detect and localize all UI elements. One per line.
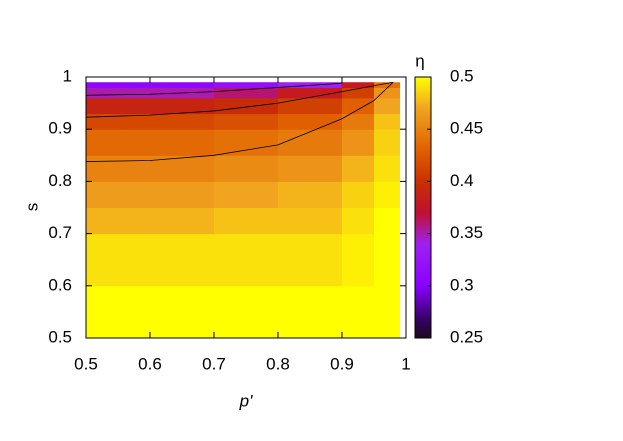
colorbar-tick-label: 0.25 [450,327,483,346]
heatmap-cell [342,129,375,156]
heatmap-cell [86,82,151,88]
heatmap [86,82,401,339]
heatmap-cell [214,97,279,115]
x-tick-label: 0.7 [202,354,226,373]
heatmap-cell [278,87,343,99]
y-tick-label: 0.8 [48,171,72,190]
x-tick-label: 1 [401,354,410,373]
heatmap-cell [86,233,151,287]
heatmap-cell [86,207,151,235]
heatmap-cell [214,87,279,99]
heatmap-cell [214,181,279,208]
heatmap-cell [150,97,215,115]
heatmap-cell [374,155,401,182]
y-tick-label: 0.9 [48,119,72,138]
colorbar-tick-label: 0.5 [450,66,474,85]
heatmap-cell [214,233,279,287]
contour-line [85,82,343,96]
heatmap-cell [214,207,279,235]
heatmap-cell [86,113,151,130]
colorbar-label: η [415,51,424,70]
heatmap-cell [342,87,375,99]
heatmap-cell [342,285,375,339]
heatmap-cell [214,82,279,88]
heatmap-cell [342,181,375,208]
x-tick-label: 0.6 [138,354,162,373]
y-tick-label: 1 [63,66,72,85]
heatmap-cell [86,87,151,99]
heatmap-cell [374,113,401,130]
x-tick-label: 0.5 [74,354,98,373]
heatmap-cell [278,285,343,339]
heatmap-cell [374,82,401,88]
heatmap-cell [278,113,343,130]
heatmap-cell [86,181,151,208]
heatmap-cell [374,285,401,339]
contour-line [85,81,394,162]
heatmap-cell [342,155,375,182]
heatmap-cell [150,155,215,182]
heatmap-cell [342,207,375,235]
heatmap-cell [214,113,279,130]
heatmap-cell [214,285,279,339]
heatmap-cell [374,207,401,235]
heatmap-cell [150,233,215,287]
y-axis-label: s [22,203,41,212]
heatmap-cell [278,97,343,115]
heatmap-cell [278,233,343,287]
heatmap-cell [150,82,215,88]
heatmap-cell [342,97,375,115]
heatmap-cell [342,82,375,88]
colorbar-tick-label: 0.45 [450,119,483,138]
y-tick-label: 0.5 [48,327,72,346]
x-tick-label: 0.8 [266,354,290,373]
heatmap-cell [86,97,151,115]
heatmap-cell [214,155,279,182]
colorbar-tick-label: 0.35 [450,223,483,242]
heatmap-cell [374,181,401,208]
colorbar [414,76,432,339]
y-tick-label: 0.7 [48,223,72,242]
heatmap-cell [150,129,215,156]
y-tick-label: 0.6 [48,275,72,294]
heatmap-cell [342,233,375,287]
x-tick-label: 0.9 [330,354,354,373]
heatmap-cell [278,155,343,182]
heatmap-cell [278,181,343,208]
heatmap-cell [86,129,151,156]
heatmap-cell [214,129,279,156]
contours [85,81,394,162]
heatmap-cell [374,129,401,156]
plot-frame [85,76,407,339]
heatmap-cell [150,181,215,208]
heatmap-cell [278,207,343,235]
heatmap-cell [374,97,401,115]
contour-line [85,81,394,118]
heatmap-cell [150,113,215,130]
x-axis-label: p' [239,391,253,410]
heatmap-cell [86,285,151,339]
heatmap-cell [150,207,215,235]
colorbar-tick-label: 0.4 [450,171,474,190]
heatmap-cell [278,129,343,156]
heatmap-cell [374,87,401,99]
heatmap-cell [150,285,215,339]
heatmap-cell [342,113,375,130]
heatmap-cell [86,155,151,182]
colorbar-tick-label: 0.3 [450,275,474,294]
heatmap-cell [374,233,401,287]
